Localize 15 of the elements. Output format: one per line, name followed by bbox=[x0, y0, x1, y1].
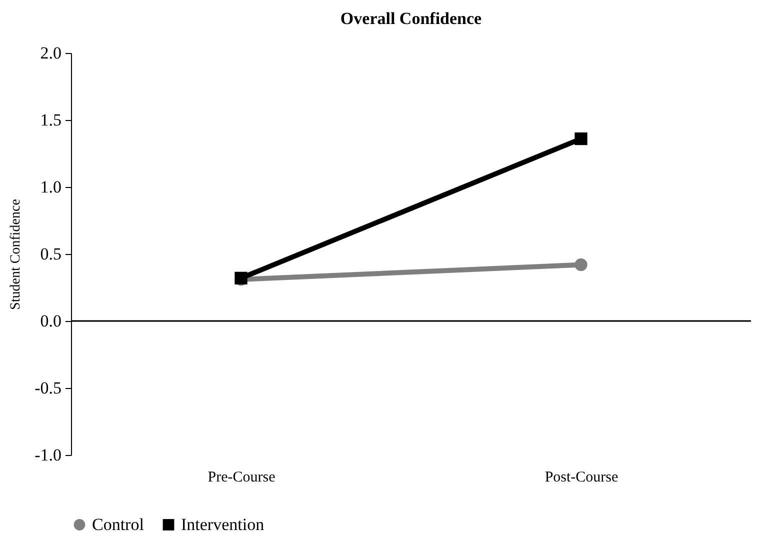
y-tick-label: 0.5 bbox=[40, 244, 62, 264]
legend-label: Intervention bbox=[181, 514, 265, 534]
y-axis-title: Student Confidence bbox=[8, 199, 24, 310]
y-tick-label: -1.0 bbox=[34, 446, 62, 464]
legend-label: Control bbox=[92, 514, 144, 534]
y-tick-label: -0.5 bbox=[34, 378, 62, 398]
x-tick-label: Post-Course bbox=[544, 470, 619, 486]
y-tick-label: 1.0 bbox=[40, 178, 62, 196]
y-tick-label: 2.0 bbox=[40, 44, 62, 62]
y-tick-label: 1.5 bbox=[40, 110, 62, 130]
y-tick-label: 0.0 bbox=[40, 312, 62, 330]
x-tick-label: Pre-Course bbox=[208, 470, 276, 486]
chart-title: Overall Confidence bbox=[340, 9, 482, 28]
point bbox=[574, 258, 588, 272]
point bbox=[574, 132, 588, 146]
